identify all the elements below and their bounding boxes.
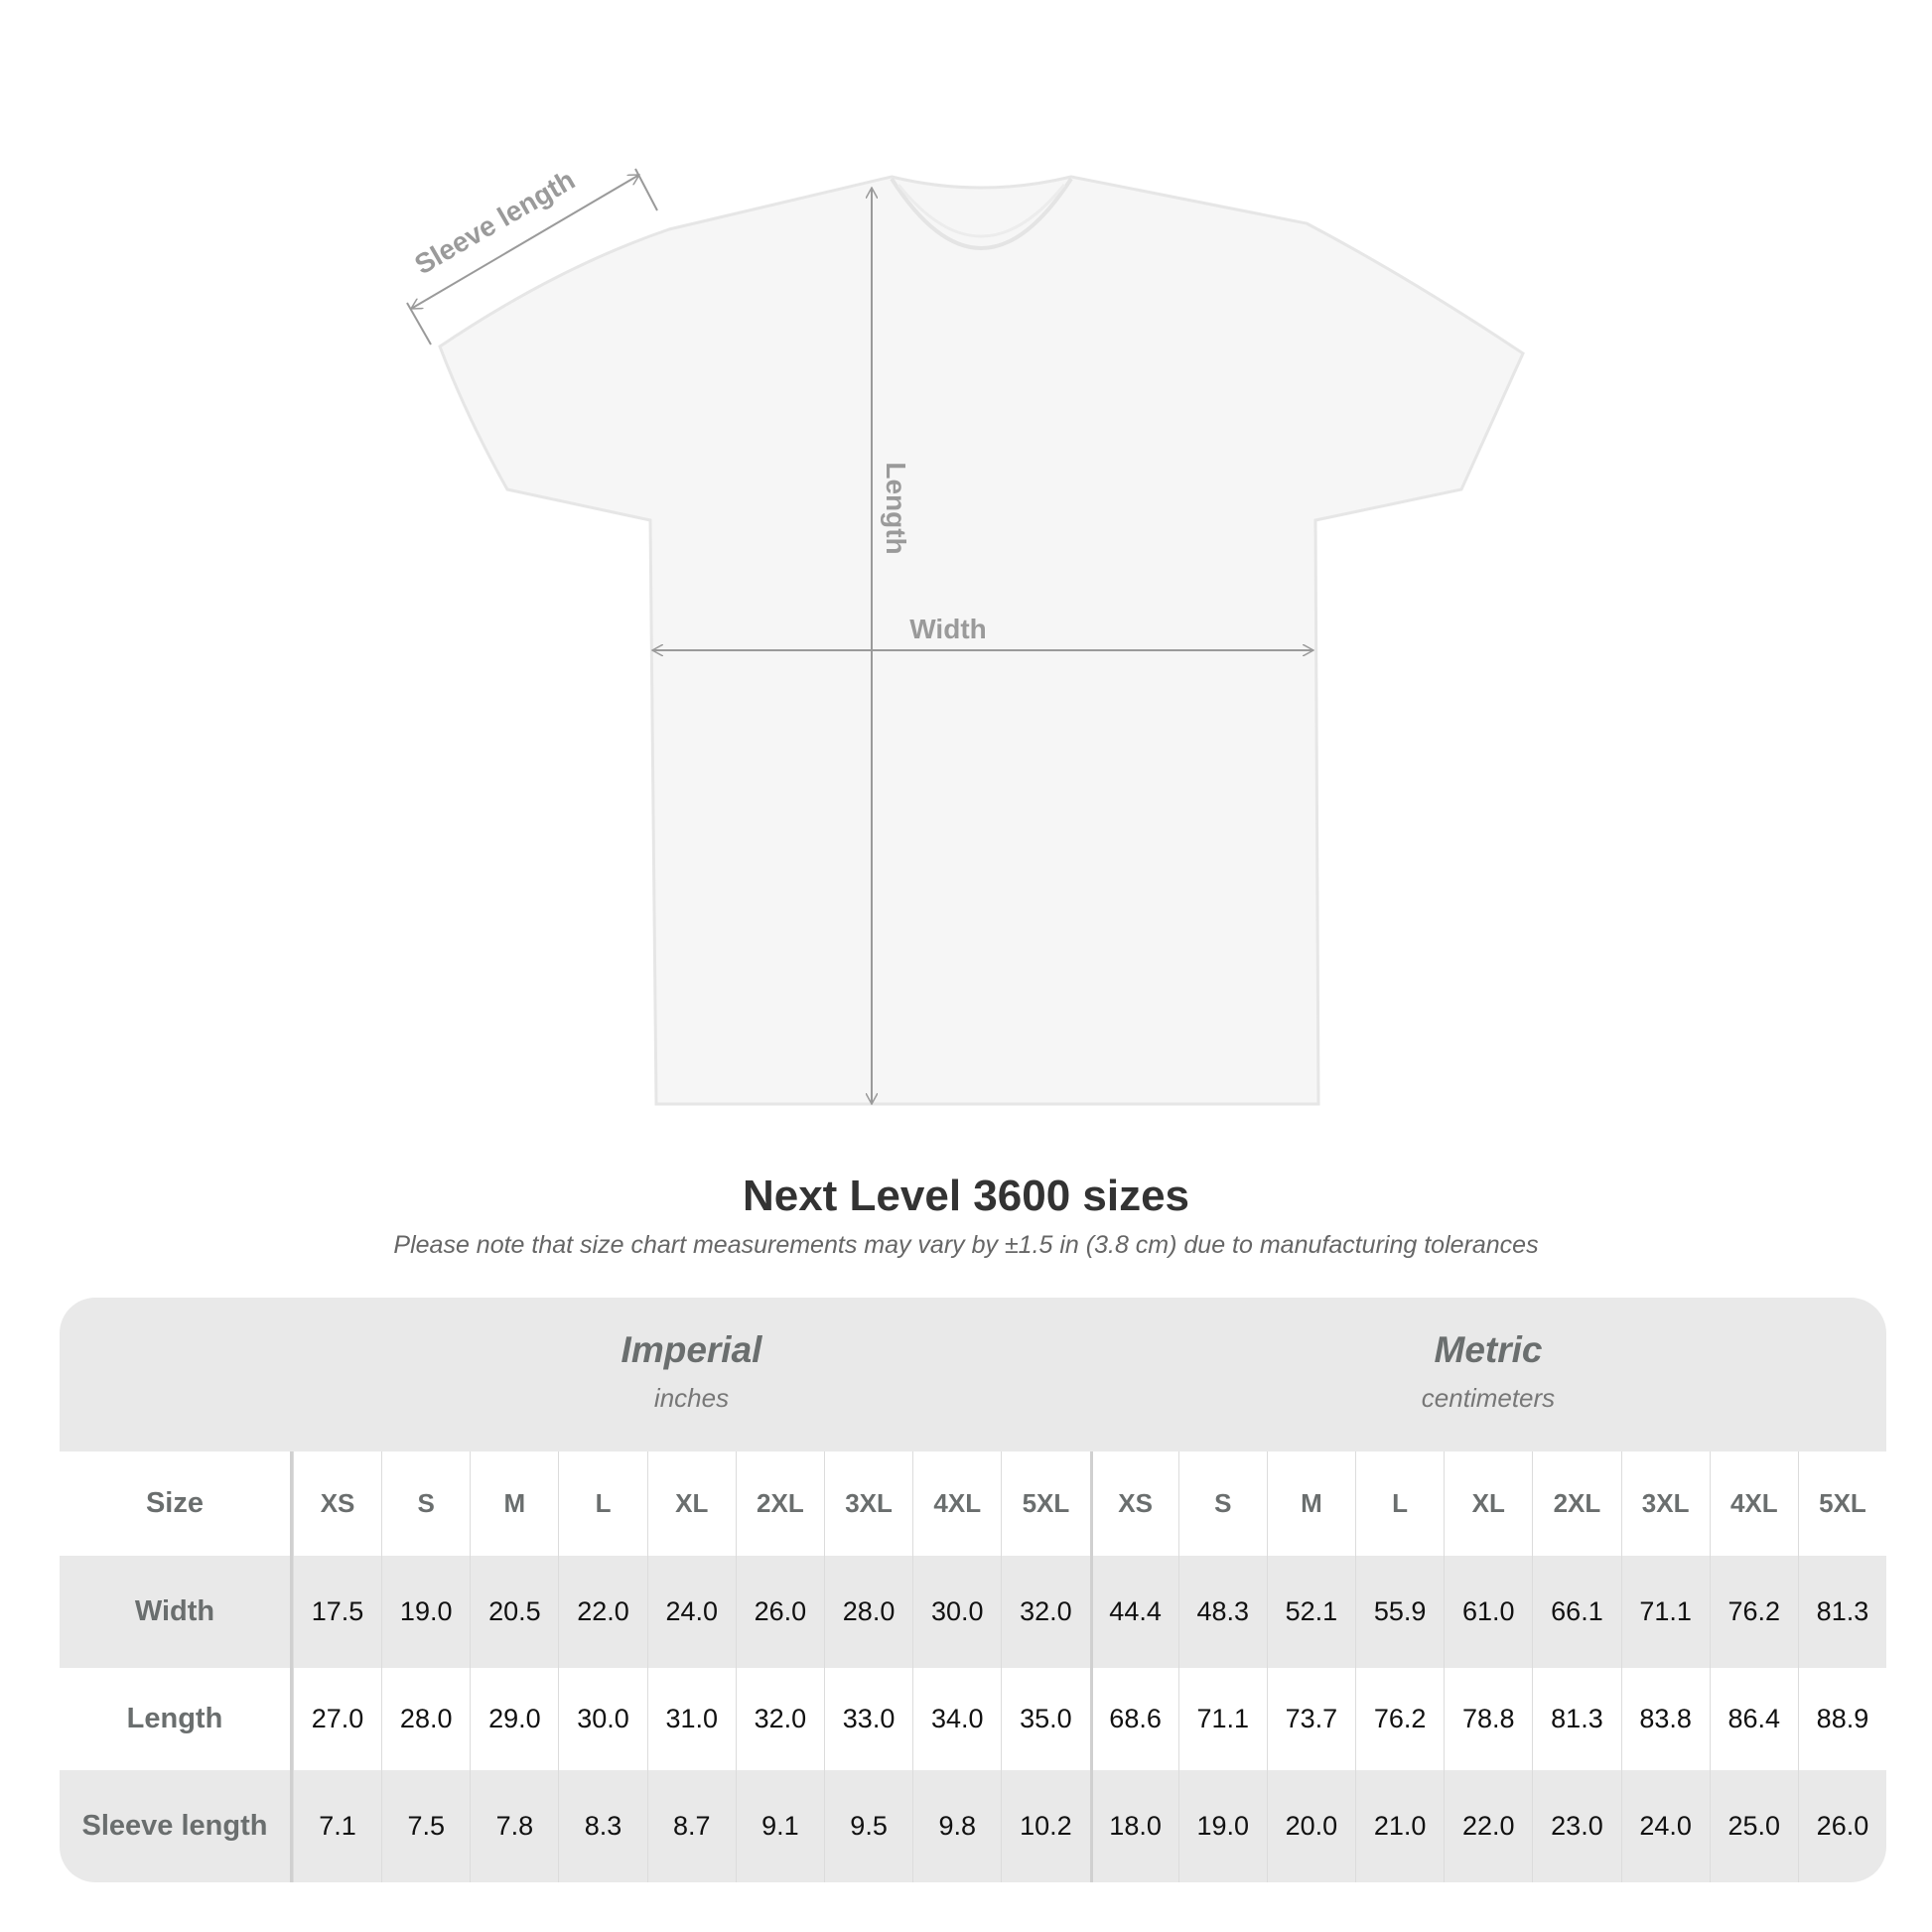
cell-metric: 44.4 [1089, 1556, 1178, 1668]
cell-metric: 78.8 [1444, 1668, 1532, 1770]
imperial-title: Imperial [621, 1329, 762, 1370]
cell-metric: 18.0 [1089, 1770, 1178, 1882]
cell-imperial: 7.1 [292, 1770, 381, 1882]
size-header-imperial: 4XL [912, 1451, 1001, 1556]
sleeve-arrow [411, 174, 639, 310]
cell-metric: 20.0 [1266, 1770, 1355, 1882]
size-header-imperial: S [381, 1451, 470, 1556]
imperial-header: Imperial inches [293, 1298, 1090, 1451]
cell-imperial: 28.0 [823, 1556, 912, 1668]
cell-metric: 21.0 [1355, 1770, 1444, 1882]
metric-unit: centimeters [1421, 1383, 1556, 1413]
cell-metric: 71.1 [1620, 1556, 1710, 1668]
size-header-metric: XL [1444, 1451, 1532, 1556]
cell-imperial: 9.1 [735, 1770, 824, 1882]
size-header-metric: XS [1089, 1451, 1178, 1556]
cell-imperial: 30.0 [558, 1668, 646, 1770]
cell-imperial: 7.8 [470, 1770, 558, 1882]
cell-imperial: 10.2 [1001, 1770, 1089, 1882]
cell-metric: 55.9 [1355, 1556, 1444, 1668]
sleeve-tick [406, 302, 432, 345]
cell-metric: 22.0 [1444, 1770, 1532, 1882]
size-header-metric: M [1266, 1451, 1355, 1556]
size-header-imperial: XL [646, 1451, 736, 1556]
cell-imperial: 19.0 [381, 1556, 470, 1668]
length-label: Length [881, 462, 911, 554]
width-label: Width [909, 614, 987, 644]
table-row: Sleeve length 7.1 7.5 7.8 8.3 8.7 9.1 9.5 9.8 10.… [60, 1770, 1886, 1882]
cell-metric: 24.0 [1620, 1770, 1710, 1882]
cell-metric: 52.1 [1266, 1556, 1355, 1668]
cell-metric: 76.2 [1709, 1556, 1798, 1668]
cell-imperial: 24.0 [646, 1556, 736, 1668]
cell-imperial: 35.0 [1001, 1668, 1089, 1770]
size-header-imperial: 3XL [823, 1451, 912, 1556]
cell-imperial: 32.0 [1001, 1556, 1089, 1668]
row-label: Length [60, 1668, 293, 1770]
size-header-metric: S [1177, 1451, 1267, 1556]
cell-metric: 48.3 [1177, 1556, 1267, 1668]
table-row: Length 27.0 28.0 29.0 30.0 31.0 32.0 33.0 34.0 35… [60, 1668, 1886, 1770]
cell-metric: 68.6 [1089, 1668, 1178, 1770]
cell-imperial: 34.0 [912, 1668, 1001, 1770]
size-header-imperial: M [470, 1451, 558, 1556]
cell-imperial: 8.7 [646, 1770, 736, 1882]
cell-imperial: 28.0 [381, 1668, 470, 1770]
size-label: Size [60, 1451, 293, 1556]
cell-metric: 26.0 [1797, 1770, 1886, 1882]
cell-imperial: 33.0 [823, 1668, 912, 1770]
tolerance-note: Please note that size chart measurements… [393, 1231, 1539, 1259]
table-row: Width 17.5 19.0 20.5 22.0 24.0 26.0 28.0 30.0 32.… [60, 1556, 1886, 1668]
cell-imperial: 8.3 [558, 1770, 646, 1882]
size-header-imperial: XS [292, 1451, 381, 1556]
cell-imperial: 31.0 [646, 1668, 736, 1770]
cell-metric: 25.0 [1709, 1770, 1798, 1882]
cell-metric: 71.1 [1177, 1668, 1267, 1770]
size-header-imperial: 5XL [1001, 1451, 1089, 1556]
cell-metric: 81.3 [1797, 1556, 1886, 1668]
size-header-metric: L [1355, 1451, 1444, 1556]
cell-imperial: 9.8 [912, 1770, 1001, 1882]
row-label: Width [60, 1556, 293, 1668]
cell-imperial: 17.5 [292, 1556, 381, 1668]
metric-header: Metric centimeters [1090, 1298, 1886, 1451]
cell-metric: 23.0 [1532, 1770, 1620, 1882]
collar [890, 177, 1073, 250]
cell-imperial: 7.5 [381, 1770, 470, 1882]
size-row: Size XS S M L XL 2XL 3XL 4XL 5XL XS S M L XL 2XL 3XL 4XL 5… [60, 1451, 1886, 1556]
size-header-imperial: L [558, 1451, 646, 1556]
imperial-unit: inches [653, 1383, 730, 1413]
cell-imperial: 27.0 [292, 1668, 381, 1770]
tshirt-diagram: Sleeve length Length Width [406, 164, 1525, 1106]
size-header-metric: 3XL [1620, 1451, 1710, 1556]
metric-title: Metric [1434, 1329, 1543, 1370]
cell-metric: 66.1 [1532, 1556, 1620, 1668]
size-header-imperial: 2XL [735, 1451, 824, 1556]
cell-metric: 83.8 [1620, 1668, 1710, 1770]
cell-metric: 86.4 [1709, 1668, 1798, 1770]
cell-imperial: 29.0 [470, 1668, 558, 1770]
sleeve-length-label: Sleeve length [409, 164, 580, 280]
cell-metric: 19.0 [1177, 1770, 1267, 1882]
collar-band [897, 184, 1066, 238]
page-title: Next Level 3600 sizes [742, 1172, 1190, 1220]
cell-imperial: 32.0 [735, 1668, 824, 1770]
sleeve-tick [634, 168, 658, 211]
cell-metric: 81.3 [1532, 1668, 1620, 1770]
cell-imperial: 22.0 [558, 1556, 646, 1668]
cell-imperial: 26.0 [735, 1556, 824, 1668]
cell-imperial: 20.5 [470, 1556, 558, 1668]
size-header-metric: 4XL [1709, 1451, 1798, 1556]
cell-metric: 61.0 [1444, 1556, 1532, 1668]
cell-metric: 88.9 [1797, 1668, 1886, 1770]
cell-imperial: 30.0 [912, 1556, 1001, 1668]
cell-metric: 73.7 [1266, 1668, 1355, 1770]
size-table: Imperial inches Metric centimeters Size X… [60, 1298, 1886, 1882]
row-label: Sleeve length [60, 1770, 293, 1882]
cell-metric: 76.2 [1355, 1668, 1444, 1770]
size-header-metric: 2XL [1532, 1451, 1620, 1556]
cell-imperial: 9.5 [823, 1770, 912, 1882]
size-header-metric: 5XL [1797, 1451, 1886, 1556]
